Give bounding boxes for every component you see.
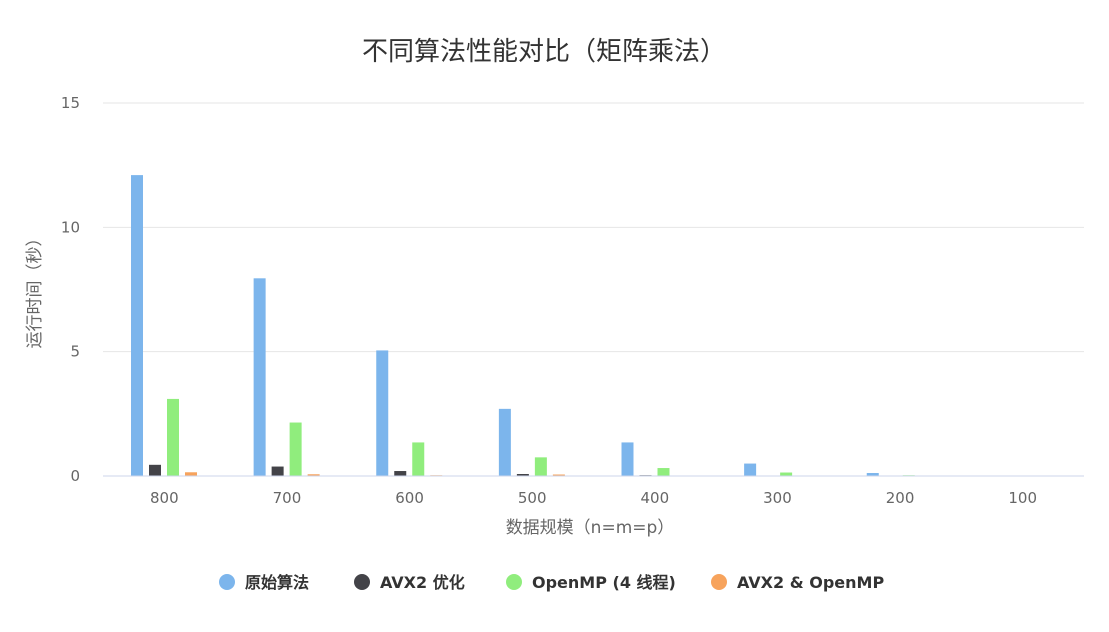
bar-500-series-0 xyxy=(498,408,511,476)
legend-marker xyxy=(354,574,370,590)
bar-300-series-2 xyxy=(780,472,793,476)
x-axis-ticks: 800 700 600 500 400 300 200 100 xyxy=(150,489,1037,507)
legend-label: OpenMP (4 线程) xyxy=(532,573,676,592)
x-tick-label: 400 xyxy=(640,489,669,507)
legend-item-0[interactable]: 原始算法 xyxy=(219,573,309,592)
x-axis-title: 数据规模（n=m=p） xyxy=(506,518,675,538)
bar-600-series-2 xyxy=(412,442,425,476)
bar-200-series-0 xyxy=(866,473,879,476)
y-axis-title: 运行时间（秒） xyxy=(25,230,45,349)
bar-500-series-3 xyxy=(552,474,565,476)
grid-lines xyxy=(103,102,1084,353)
x-tick-label: 200 xyxy=(886,489,915,507)
x-tick-label: 300 xyxy=(763,489,792,507)
legend: 原始算法 AVX2 优化 OpenMP (4 线程) AVX2 & OpenMP xyxy=(219,573,884,592)
bar-300-series-0 xyxy=(744,463,757,476)
y-tick-label: 5 xyxy=(70,343,80,361)
bar-800-series-1 xyxy=(149,464,161,476)
bar-700-series-3 xyxy=(307,474,320,476)
y-axis-ticks: 0 5 10 15 xyxy=(61,94,80,485)
x-tick-label: 600 xyxy=(395,489,424,507)
bar-700-series-2 xyxy=(289,422,302,476)
legend-marker xyxy=(506,574,522,590)
x-tick-label: 100 xyxy=(1008,489,1037,507)
legend-label: 原始算法 xyxy=(245,573,309,592)
x-tick-label: 500 xyxy=(518,489,547,507)
x-tick-label: 800 xyxy=(150,489,179,507)
bar-400-series-0 xyxy=(621,442,634,476)
bar-800-series-0 xyxy=(131,175,143,476)
bar-600-series-1 xyxy=(394,471,407,476)
legend-item-2[interactable]: OpenMP (4 线程) xyxy=(506,573,676,592)
bar-500-series-2 xyxy=(534,457,547,476)
bar-400-series-2 xyxy=(657,468,670,476)
legend-item-1[interactable]: AVX2 优化 xyxy=(354,573,465,592)
y-tick-label: 15 xyxy=(61,94,80,112)
chart-title: 不同算法性能对比（矩阵乘法） xyxy=(362,37,726,67)
legend-item-3[interactable]: AVX2 & OpenMP xyxy=(711,573,884,592)
bar-500-series-1 xyxy=(516,474,529,476)
legend-label: AVX2 & OpenMP xyxy=(737,573,884,592)
bar-700-series-0 xyxy=(253,278,266,476)
x-tick-label: 700 xyxy=(273,489,302,507)
legend-label: AVX2 优化 xyxy=(380,573,465,592)
bar-600-series-0 xyxy=(376,350,389,476)
legend-marker xyxy=(711,574,727,590)
bar-800-series-3 xyxy=(185,472,197,476)
bar-800-series-2 xyxy=(167,398,179,476)
legend-marker xyxy=(219,574,235,590)
bar-700-series-1 xyxy=(271,466,284,476)
y-tick-label: 10 xyxy=(61,218,80,236)
bars xyxy=(131,175,1056,476)
y-tick-label: 0 xyxy=(70,467,80,485)
